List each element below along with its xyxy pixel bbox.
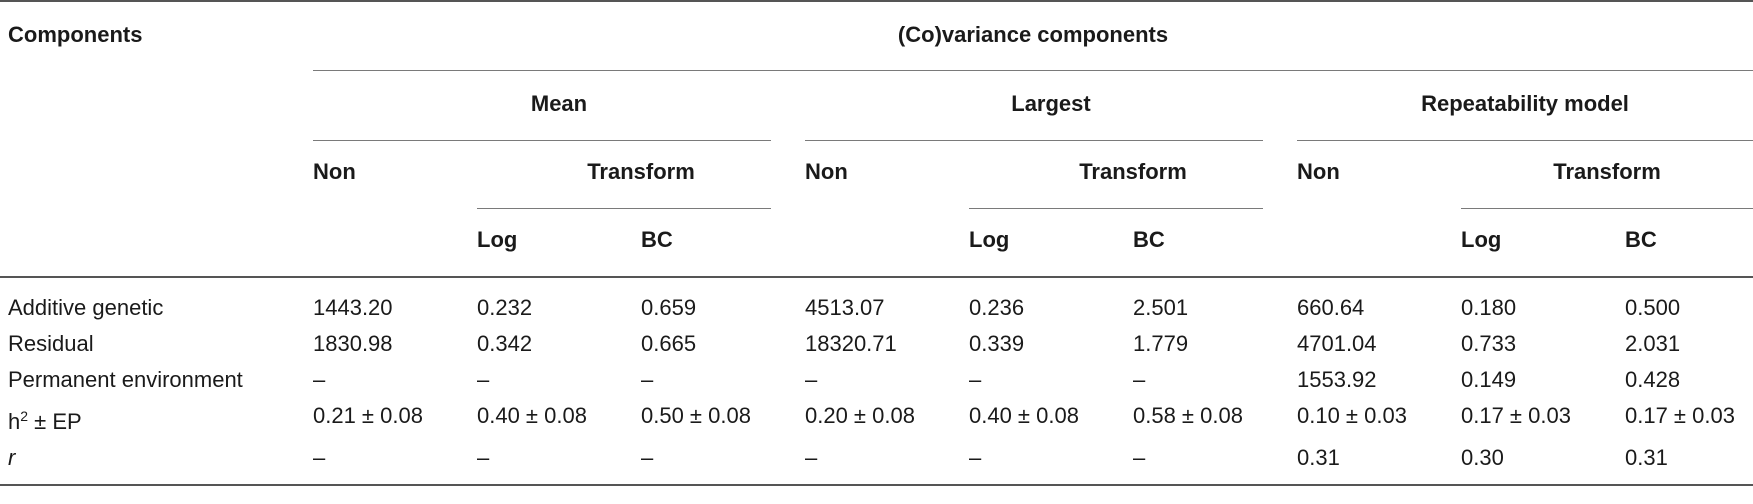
transform-header-largest: Transform [1079,159,1187,184]
non-header-repeatability: Non [1297,159,1340,184]
row-label-rest: ± EP [28,409,82,434]
table-cell: 0.232 [477,295,533,320]
table-cell: 18320.71 [805,331,897,356]
table-cell: – [805,367,818,392]
row-label-superscript: 2 [20,408,29,424]
table-cell: – [641,445,654,470]
table-cell: 0.40 ± 0.08 [969,403,1079,428]
row-label: h2 ± EP [0,398,313,440]
table-row: Additive genetic 1443.20 0.232 0.659 451… [0,277,1753,326]
table-cell: 2.031 [1625,331,1681,356]
bc-header-repeatability: BC [1625,227,1657,252]
bc-header-largest: BC [1133,227,1165,252]
table-cell: 0.31 [1297,445,1340,470]
table-cell: 0.428 [1625,367,1681,392]
row-label: r [8,445,16,470]
table-cell: – [477,445,490,470]
table-cell: 0.149 [1461,367,1517,392]
table-cell: 1443.20 [313,295,393,320]
components-header: Components [8,22,143,47]
covariance-components-header: (Co)variance components [897,22,1169,47]
table-cell: – [969,445,982,470]
bc-header-mean: BC [641,227,673,252]
table-cell: 0.236 [969,295,1025,320]
table-cell: 0.20 ± 0.08 [805,403,915,428]
table-cell: 1830.98 [313,331,393,356]
table-cell: – [1133,367,1146,392]
table-cell: 0.339 [969,331,1025,356]
table-cell: 0.10 ± 0.03 [1297,403,1407,428]
log-header-largest: Log [969,227,1010,252]
covariance-table: Components (Co)variance components Mean … [0,1,1753,485]
rule-under-transform-mean [477,208,771,209]
table-cell: 0.50 ± 0.08 [641,403,751,428]
row-label: Additive genetic [8,295,164,320]
table-cell: 4513.07 [805,295,885,320]
table-cell: 0.342 [477,331,533,356]
transform-header-repeatability: Transform [1553,159,1661,184]
table-row: r – – – – – – 0.31 0.30 0.31 [0,440,1753,485]
table-cell: – [1133,445,1146,470]
rule-under-transform-repeatability [1461,208,1753,209]
table-cell: 0.500 [1625,295,1681,320]
non-header-mean: Non [313,159,356,184]
table-cell: 0.58 ± 0.08 [1133,403,1243,428]
table-cell: 1.779 [1133,331,1189,356]
log-header-mean: Log [477,227,518,252]
group-header-mean: Mean [530,91,588,116]
row-label-main: h [8,409,21,434]
transform-header-mean: Transform [587,159,695,184]
table-cell: 0.17 ± 0.03 [1625,403,1735,428]
table-cell: 0.31 [1625,445,1668,470]
row-label: Residual [8,331,94,356]
table-cell: 0.659 [641,295,697,320]
table-row: Permanent environment – – – – – – 1553.9… [0,362,1753,398]
table-cell: 0.733 [1461,331,1517,356]
rule-under-repeatability [1297,140,1753,141]
table-cell: 0.17 ± 0.03 [1461,403,1571,428]
row-label: Permanent environment [8,367,243,392]
table-cell: 0.180 [1461,295,1517,320]
table-cell: – [805,445,818,470]
table-cell: – [969,367,982,392]
rule-under-transform-largest [969,208,1263,209]
table-body: Additive genetic 1443.20 0.232 0.659 451… [0,277,1753,485]
table-row: h2 ± EP 0.21 ± 0.08 0.40 ± 0.08 0.50 ± 0… [0,398,1753,440]
group-header-repeatability: Repeatability model [1421,91,1629,116]
log-header-repeatability: Log [1461,227,1502,252]
rule-under-mean [313,140,771,141]
rule-under-covariance-header [313,70,1753,71]
table-cell: 0.40 ± 0.08 [477,403,587,428]
table-cell: – [313,445,326,470]
table-cell: 0.665 [641,331,697,356]
rule-under-largest [805,140,1263,141]
table-cell: – [313,367,326,392]
non-header-largest: Non [805,159,848,184]
table-cell: 0.30 [1461,445,1504,470]
table-cell: 2.501 [1133,295,1189,320]
table-header: Components (Co)variance components Mean … [0,1,1753,277]
table-cell: 1553.92 [1297,367,1377,392]
table-cell: – [641,367,654,392]
table-cell: 0.21 ± 0.08 [313,403,423,428]
table-cell: 4701.04 [1297,331,1377,356]
table-row: Residual 1830.98 0.342 0.665 18320.71 0.… [0,326,1753,362]
group-header-largest: Largest [1011,91,1091,116]
table-cell: – [477,367,490,392]
table-cell: 660.64 [1297,295,1365,320]
